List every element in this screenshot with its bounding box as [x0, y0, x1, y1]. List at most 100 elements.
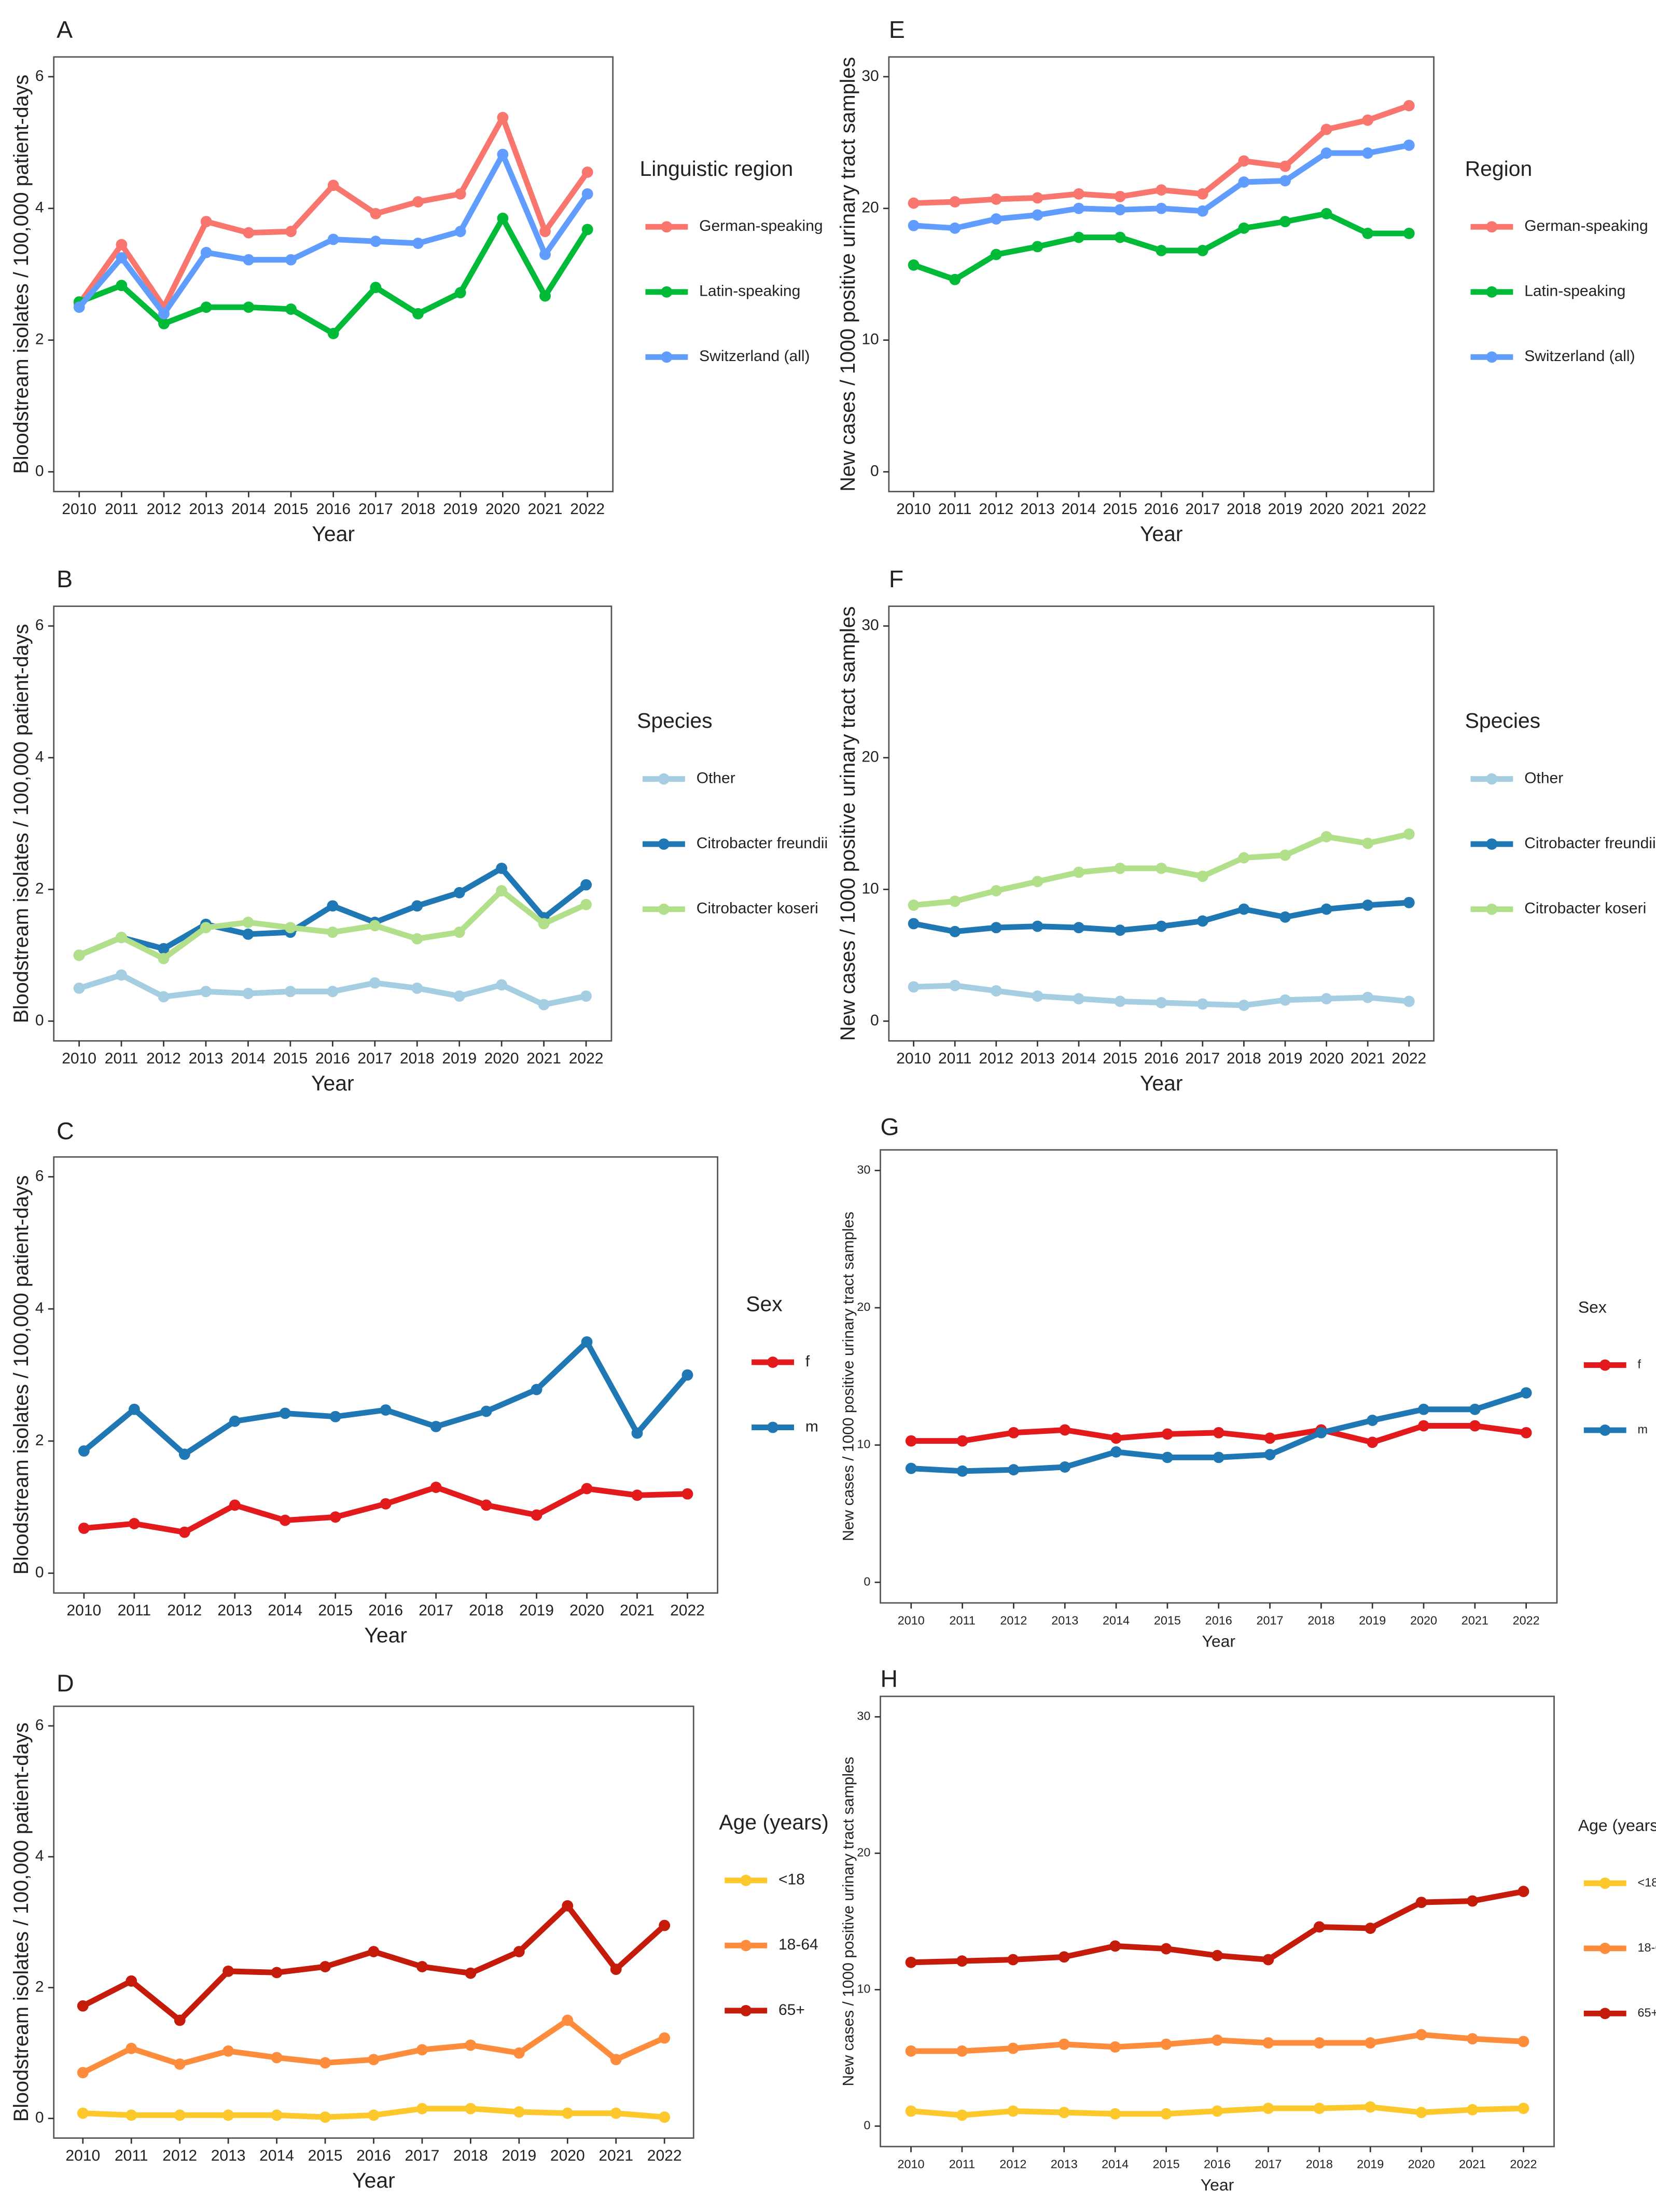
- data-point: [1212, 2105, 1223, 2117]
- legend-key-point: [1486, 903, 1498, 915]
- legend-title: Sex: [1578, 1298, 1607, 1317]
- legend-label: German-speaking: [699, 217, 823, 234]
- data-point: [412, 196, 424, 208]
- data-point: [480, 1499, 492, 1511]
- data-point: [1156, 184, 1167, 196]
- x-tick-label: 2022: [670, 1602, 705, 1619]
- y-tick-label: 2: [35, 1432, 44, 1449]
- data-point: [659, 2032, 671, 2044]
- data-point: [1109, 2108, 1121, 2120]
- data-point: [200, 986, 212, 998]
- data-point: [1520, 1387, 1532, 1399]
- x-tick-label: 2010: [896, 501, 931, 518]
- data-point: [1032, 192, 1043, 204]
- data-point: [1114, 996, 1126, 1007]
- data-point: [1058, 1951, 1070, 1963]
- x-tick-label: 2019: [1359, 1614, 1386, 1627]
- data-point: [158, 943, 170, 955]
- data-point: [1518, 1886, 1529, 1897]
- x-tick-label: 2014: [259, 2147, 294, 2164]
- panel-label: C: [57, 1117, 74, 1144]
- data-point: [1362, 991, 1374, 1003]
- x-tick-label: 2017: [1257, 1614, 1284, 1627]
- y-tick-label: 0: [35, 462, 44, 479]
- y-axis-title: Bloodstream isolates / 100,000 patient-d…: [10, 1176, 33, 1575]
- data-point: [242, 988, 254, 999]
- data-point: [956, 1955, 968, 1967]
- data-point: [480, 1405, 492, 1417]
- x-tick-label: 2013: [217, 1602, 252, 1619]
- data-point: [284, 986, 296, 998]
- data-point: [411, 982, 423, 994]
- x-axis-title: Year: [312, 522, 355, 546]
- data-point: [1467, 1895, 1478, 1907]
- plot-panel: [880, 1149, 1558, 1604]
- y-tick-label: 4: [35, 199, 44, 216]
- data-point: [1114, 862, 1126, 874]
- y-tick-label: 10: [861, 331, 879, 348]
- data-point: [1073, 922, 1084, 934]
- data-point: [949, 273, 961, 285]
- x-tick-label: 2017: [419, 1602, 453, 1619]
- x-tick-label: 2018: [400, 1050, 435, 1067]
- data-point: [369, 920, 381, 932]
- data-point: [73, 982, 85, 994]
- data-point: [453, 927, 465, 938]
- legend-key-point: [767, 1357, 778, 1368]
- x-tick-label: 2011: [118, 1602, 151, 1619]
- legend-label: 18-64: [778, 1936, 818, 1953]
- data-point: [158, 991, 170, 1003]
- y-axis-title: New cases / 1000 positive urinary tract …: [840, 1212, 857, 1541]
- data-point: [416, 2044, 428, 2056]
- data-point: [631, 1427, 643, 1439]
- data-point: [1073, 231, 1084, 243]
- x-axis-title: Year: [311, 1071, 354, 1095]
- legend-key-point: [1599, 1877, 1611, 1889]
- data-point: [905, 1462, 917, 1474]
- data-point: [1114, 190, 1126, 202]
- y-axis-title: Bloodstream isolates / 100,000 patient-d…: [10, 624, 33, 1024]
- data-point: [1156, 920, 1167, 932]
- data-point: [327, 233, 339, 245]
- data-point: [1415, 2107, 1427, 2119]
- y-tick-label: 10: [857, 1982, 870, 1996]
- data-point: [200, 301, 212, 313]
- data-point: [1008, 1464, 1020, 1476]
- data-point: [1238, 155, 1250, 167]
- data-point: [222, 1965, 234, 1977]
- data-point: [380, 1404, 392, 1416]
- data-point: [580, 990, 592, 1002]
- x-tick-label: 2020: [1309, 501, 1344, 518]
- data-point: [956, 1435, 968, 1447]
- x-tick-label: 2012: [979, 1050, 1013, 1067]
- data-point: [1415, 1897, 1427, 1909]
- data-point: [1367, 1436, 1379, 1448]
- data-point: [905, 2045, 917, 2057]
- x-tick-label: 2016: [1204, 2158, 1231, 2171]
- x-tick-label: 2019: [1268, 1050, 1303, 1067]
- x-tick-label: 2021: [528, 501, 563, 518]
- panel-label: A: [57, 16, 73, 43]
- legend-title: Age (years): [1578, 1816, 1656, 1835]
- x-tick-label: 2019: [1357, 2158, 1384, 2171]
- x-tick-label: 2020: [484, 1050, 519, 1067]
- data-point: [956, 2045, 968, 2057]
- data-point: [1212, 2034, 1223, 2046]
- x-tick-label: 2015: [1103, 1050, 1137, 1067]
- x-tick-label: 2018: [1307, 1614, 1334, 1627]
- x-tick-label: 2014: [1062, 1050, 1096, 1067]
- plot-panel: [53, 56, 614, 492]
- legend-key-point: [1599, 1425, 1611, 1436]
- data-point: [581, 224, 593, 236]
- y-tick-label: 6: [35, 617, 44, 634]
- x-tick-label: 2022: [1391, 1050, 1426, 1067]
- data-point: [1320, 123, 1332, 135]
- data-point: [158, 317, 170, 329]
- data-point: [128, 1518, 140, 1529]
- data-point: [73, 301, 85, 313]
- data-point: [1007, 1954, 1019, 1966]
- data-point: [1156, 862, 1167, 874]
- x-tick-label: 2012: [999, 2158, 1026, 2171]
- legend-label: Other: [697, 770, 735, 787]
- data-point: [610, 1964, 622, 1975]
